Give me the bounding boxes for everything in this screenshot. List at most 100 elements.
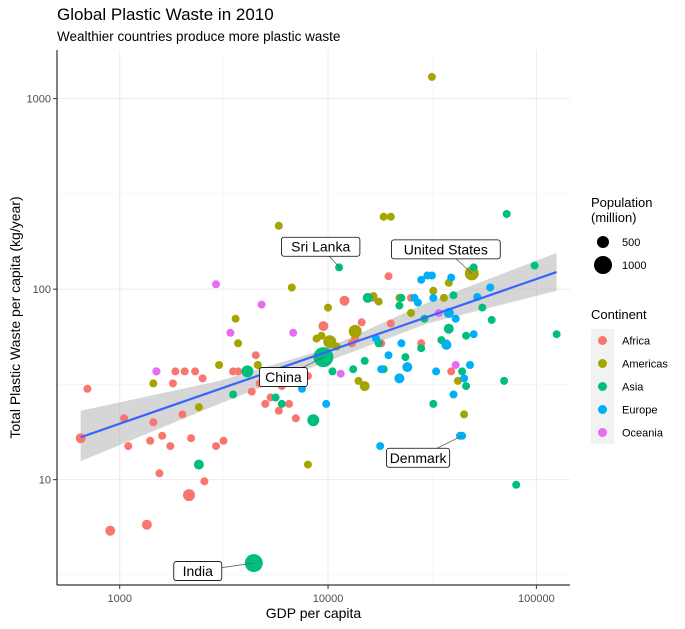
- data-point-asia: [552, 330, 561, 339]
- data-point-asia: [458, 367, 467, 376]
- data-point-asia: [397, 293, 406, 302]
- data-point-europe: [384, 351, 393, 360]
- data-point-asia: [241, 365, 254, 378]
- data-point-africa: [291, 414, 300, 423]
- data-point-europe: [449, 390, 458, 399]
- annotation-label: China: [265, 369, 302, 385]
- size-legend-title: (million): [591, 210, 637, 225]
- data-point-asia: [530, 261, 539, 270]
- data-point-americas: [386, 212, 395, 221]
- data-point-americas: [287, 283, 296, 292]
- data-point-asia: [469, 263, 478, 272]
- data-point-americas: [427, 72, 436, 81]
- legend: Population(million) 500 1000 Continent Afric…: [591, 195, 668, 444]
- legend-key-asia: [598, 382, 607, 391]
- size-legend-label: 1000: [622, 260, 646, 272]
- data-point-americas: [453, 376, 462, 385]
- legend-key-americas: [598, 359, 607, 368]
- data-point-europe: [413, 298, 422, 307]
- data-point-asia: [462, 331, 471, 340]
- data-point-asia: [395, 301, 404, 310]
- data-point-africa: [178, 410, 187, 419]
- data-point-asia: [512, 480, 521, 489]
- data-point-asia: [487, 315, 496, 324]
- data-point-europe: [466, 361, 474, 369]
- data-point-africa: [386, 319, 395, 328]
- legend-key-africa: [598, 336, 607, 345]
- data-point-europe: [427, 271, 436, 280]
- data-point-africa: [149, 418, 158, 427]
- legend-label-oceania: Oceania: [622, 428, 664, 440]
- annotation-label: Sri Lanka: [291, 239, 350, 255]
- data-point-africa: [274, 406, 283, 415]
- data-point-oceania: [451, 361, 460, 369]
- data-point-europe: [377, 365, 386, 374]
- annotations-layer: Sri Lanka United States China Denmark India: [173, 236, 501, 581]
- data-point-europe: [460, 374, 469, 383]
- data-point-asia: [502, 210, 511, 218]
- data-point-africa: [191, 367, 200, 376]
- data-point-americas: [253, 361, 262, 369]
- data-point-africa: [384, 272, 393, 281]
- y-tick-label: 1000: [27, 94, 51, 106]
- data-point-africa: [166, 442, 175, 451]
- annotation-box: [386, 447, 451, 468]
- data-point-africa: [447, 367, 456, 376]
- data-point-europe: [451, 314, 460, 323]
- data-point-asia: [229, 390, 238, 399]
- data-point-africa: [234, 367, 243, 376]
- data-point-africa: [200, 477, 209, 486]
- data-point-americas: [460, 410, 469, 419]
- data-point-africa: [357, 318, 366, 327]
- annotation-label: India: [183, 563, 214, 579]
- data-point-africa: [212, 442, 220, 451]
- x-tick-label: 10000: [313, 593, 344, 605]
- data-point-americas: [149, 379, 158, 388]
- data-point-africa: [198, 374, 207, 383]
- color-legend-title: Continent: [591, 307, 647, 322]
- data-point-africa: [141, 519, 152, 530]
- annotation-box: [391, 239, 501, 260]
- data-point-africa: [219, 436, 228, 445]
- data-point-asia: [193, 459, 204, 470]
- size-legend-key: [597, 236, 609, 248]
- data-point-americas: [231, 314, 240, 323]
- data-point-africa: [171, 367, 180, 376]
- data-point-africa: [183, 489, 195, 502]
- data-point-americas: [374, 297, 383, 306]
- y-axis-title: Total Plastic Waste per capita (kg/year): [7, 196, 23, 438]
- data-point-oceania: [257, 300, 266, 309]
- data-point-asia: [360, 356, 369, 365]
- data-point-asia: [478, 303, 487, 312]
- data-point-europe: [402, 362, 413, 373]
- data-point-americas: [379, 212, 388, 221]
- data-point-asia: [328, 367, 337, 376]
- data-point-africa: [180, 367, 189, 376]
- data-point-asia: [401, 353, 410, 362]
- data-point-africa: [83, 384, 92, 393]
- data-point-africa: [105, 525, 116, 536]
- axes-layer: 1000 10000 100000 10 100 1000 GDP per capita To…: [7, 50, 570, 621]
- legend-key-europe: [598, 405, 607, 414]
- data-point-africa: [158, 431, 167, 440]
- y-tick-label: 10: [39, 475, 51, 487]
- data-point-asia: [417, 344, 426, 353]
- data-point-asia: [362, 292, 373, 303]
- data-point-oceania: [152, 367, 161, 376]
- data-point-africa: [146, 436, 155, 445]
- grid-lines: [57, 50, 570, 585]
- data-point-americas: [348, 324, 362, 338]
- annotation-label: Denmark: [390, 450, 448, 466]
- data-point-europe: [417, 275, 426, 284]
- data-point-oceania: [212, 280, 220, 289]
- data-point-oceania: [289, 328, 298, 337]
- annotation-box: [281, 236, 361, 257]
- chart-subtitle: Wealthier countries produce more plastic…: [57, 29, 341, 44]
- data-point-europe: [322, 399, 331, 408]
- data-point-americas: [215, 361, 224, 369]
- legend-key-oceania: [598, 428, 607, 437]
- trend-line: [80, 270, 557, 439]
- chart-title: Global Plastic Waste in 2010: [57, 5, 274, 24]
- data-point-asia: [429, 399, 438, 408]
- size-legend-key: [594, 256, 612, 274]
